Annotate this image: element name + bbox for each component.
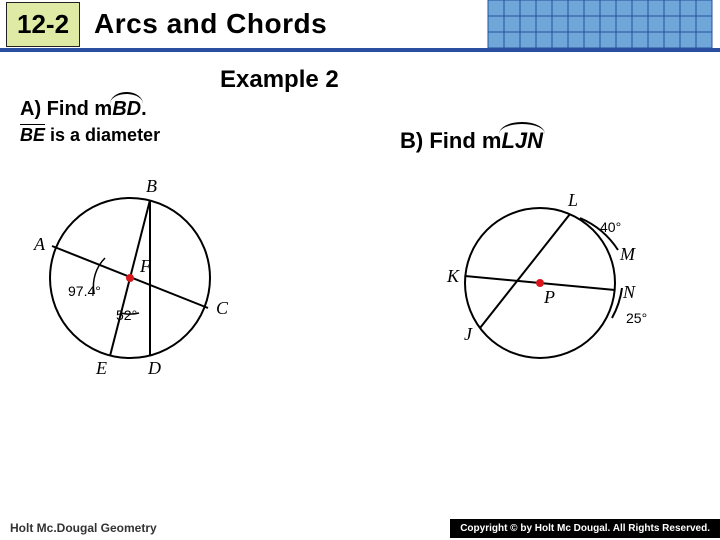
problem-b-arc: LJN [501, 128, 543, 154]
diagram-a: F A B C D E 97.4° 52° [20, 178, 250, 388]
example-heading: Example 2 [220, 66, 720, 94]
problem-a-sub-suffix: is a diameter [45, 125, 160, 145]
center-dot [536, 279, 544, 287]
lesson-number-badge: 12-2 [6, 2, 80, 47]
arc-label-0: 40° [600, 219, 621, 235]
point-label-J: J [464, 324, 473, 344]
problem-b-label: B) [400, 128, 423, 153]
point-label-A: A [33, 234, 46, 254]
point-label-L: L [567, 190, 578, 210]
point-label-B: B [146, 178, 157, 196]
angle-label-0: 97.4° [68, 283, 101, 299]
problem-a-text: A) Find mBD. BE is a diameter [20, 98, 160, 146]
diagram-b: P L MN K J 40° 25° [440, 188, 670, 388]
angle-label-1: 52° [116, 307, 137, 323]
point-label-D: D [147, 358, 161, 378]
header-grid-pattern [480, 0, 720, 48]
center-label: F [139, 256, 152, 276]
header-bar: 12-2 Arcs and Chords [0, 0, 720, 52]
footer: Holt Mc.Dougal Geometry Copyright © by H… [0, 516, 720, 540]
point-label-C: C [216, 298, 229, 318]
center-label: P [543, 287, 555, 307]
problem-a-arc: BD [112, 98, 141, 121]
chord-LJ [480, 214, 570, 328]
problem-b-find: Find [429, 128, 482, 153]
point-label-M: M [619, 244, 636, 264]
center-dot [126, 274, 134, 282]
problem-a-segment: BE [20, 125, 45, 145]
arc-label-1: 25° [626, 310, 647, 326]
point-label-N: N [622, 282, 636, 302]
lesson-title: Arcs and Chords [94, 8, 327, 40]
problem-b-text: B) Find mLJN [400, 128, 543, 154]
point-label-K: K [446, 266, 460, 286]
point-label-E: E [95, 358, 107, 378]
footer-right: Copyright © by Holt Mc Dougal. All Right… [450, 519, 720, 538]
footer-left: Holt Mc.Dougal Geometry [0, 521, 157, 535]
problem-a-find: Find m [47, 98, 113, 120]
problem-a-label: A) [20, 98, 41, 120]
